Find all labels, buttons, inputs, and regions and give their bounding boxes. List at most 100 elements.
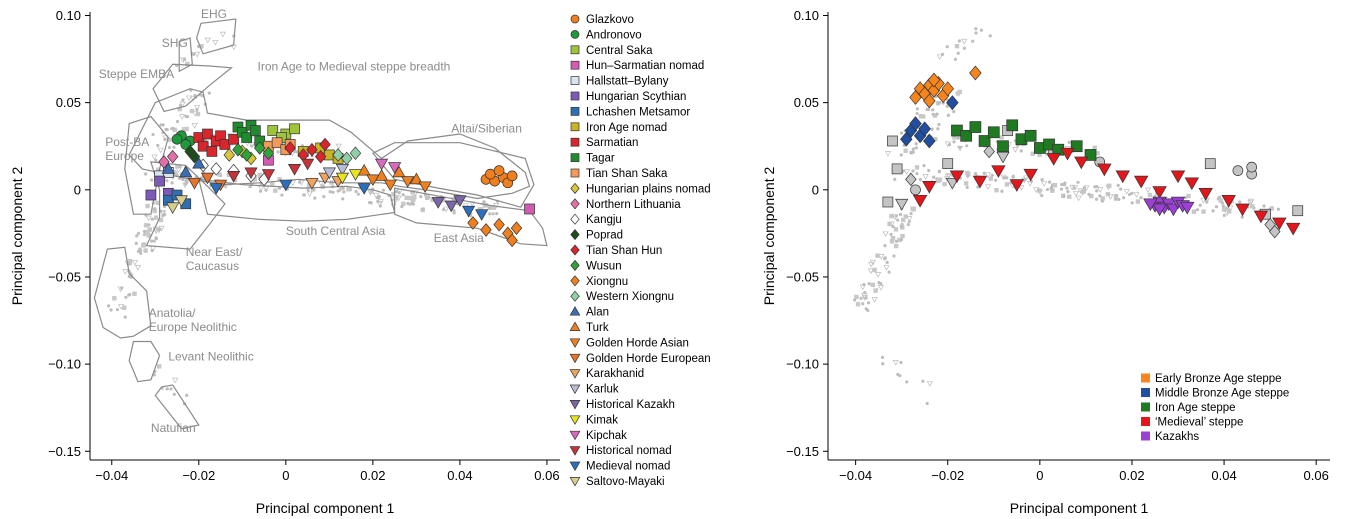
reference-sample-point bbox=[169, 387, 173, 391]
legend-marker bbox=[569, 384, 581, 395]
reference-sample-point bbox=[875, 253, 880, 258]
reference-sample-point bbox=[899, 153, 903, 157]
reference-sample-point bbox=[1011, 174, 1015, 178]
y-tick-label: −0.10 bbox=[48, 357, 81, 372]
reference-sample-point bbox=[335, 143, 342, 150]
reference-sample-point bbox=[896, 218, 900, 222]
reference-sample-point bbox=[184, 179, 188, 183]
data-point bbox=[923, 93, 936, 109]
reference-sample-point bbox=[151, 132, 155, 137]
reference-sample-point bbox=[165, 387, 169, 391]
reference-sample-point bbox=[328, 190, 332, 194]
reference-group-point bbox=[905, 172, 917, 187]
legend-marker bbox=[569, 415, 581, 425]
data-point bbox=[1184, 177, 1200, 191]
reference-group-point bbox=[910, 184, 921, 196]
data-point bbox=[401, 176, 415, 188]
reference-sample-point bbox=[1040, 178, 1044, 182]
reference-sample-point bbox=[488, 206, 492, 210]
reference-sample-point bbox=[277, 186, 282, 190]
reference-sample-point bbox=[898, 212, 903, 217]
reference-sample-point bbox=[204, 37, 211, 44]
legend-marker bbox=[569, 461, 581, 472]
reference-sample-point bbox=[177, 106, 182, 112]
region-outline bbox=[178, 37, 193, 73]
data-point bbox=[467, 216, 479, 230]
reference-sample-point bbox=[921, 379, 925, 383]
reference-sample-point bbox=[963, 181, 969, 186]
data-point bbox=[357, 183, 371, 195]
reference-sample-point bbox=[139, 251, 143, 256]
reference-sample-point bbox=[156, 364, 162, 369]
reference-sample-point bbox=[212, 39, 219, 46]
reference-sample-point bbox=[937, 101, 942, 105]
reference-sample-point bbox=[142, 233, 146, 237]
reference-group-point bbox=[895, 198, 909, 211]
reference-sample-point bbox=[1037, 152, 1042, 157]
legend-marker bbox=[570, 182, 580, 194]
reference-sample-point bbox=[341, 197, 345, 201]
reference-sample-point bbox=[927, 168, 931, 173]
reference-sample-point bbox=[988, 34, 992, 38]
y-tick-label: −0.15 bbox=[786, 444, 819, 459]
x-tick-label: 0 bbox=[282, 468, 289, 483]
reference-sample-point bbox=[483, 203, 489, 208]
legend-label: Lchashen Metsamor bbox=[586, 106, 690, 118]
reference-sample-point bbox=[1123, 189, 1130, 195]
reference-sample-point bbox=[1004, 182, 1010, 187]
data-point bbox=[493, 165, 505, 176]
reference-sample-point bbox=[937, 122, 941, 127]
reference-sample-point bbox=[892, 214, 899, 221]
reference-sample-point bbox=[280, 193, 284, 197]
reference-sample-point bbox=[940, 52, 945, 57]
reference-sample-point bbox=[979, 28, 984, 32]
reference-sample-point bbox=[1094, 197, 1099, 201]
data-point bbox=[209, 183, 223, 195]
reference-sample-point bbox=[145, 215, 152, 222]
legend-label: Hun–Sarmatian nomad bbox=[586, 60, 704, 72]
region-outline bbox=[145, 161, 226, 250]
region-label: EHG bbox=[201, 7, 227, 21]
reference-sample-point bbox=[1089, 193, 1094, 199]
reference-sample-point bbox=[1227, 205, 1234, 212]
legend-marker bbox=[570, 45, 580, 55]
reference-sample-point bbox=[338, 188, 342, 192]
reference-sample-point bbox=[889, 239, 895, 244]
data-point bbox=[174, 195, 188, 207]
data-point bbox=[1253, 210, 1269, 224]
reference-sample-point bbox=[1077, 188, 1084, 194]
reference-sample-point bbox=[112, 296, 117, 301]
reference-sample-point bbox=[893, 243, 899, 249]
reference-sample-point bbox=[988, 176, 993, 181]
reference-sample-point bbox=[859, 284, 866, 291]
reference-sample-point bbox=[158, 217, 164, 223]
reference-sample-point bbox=[257, 172, 262, 178]
reference-sample-point bbox=[412, 190, 419, 197]
reference-sample-point bbox=[985, 184, 992, 190]
reference-sample-point bbox=[953, 57, 957, 61]
legend-marker bbox=[570, 14, 580, 24]
left-panel: EHG SHG Steppe EMBA Iron Age to Medieval st… bbox=[9, 7, 711, 516]
reference-sample-point bbox=[178, 164, 182, 168]
data-point bbox=[1046, 153, 1061, 166]
reference-group-point bbox=[1232, 165, 1244, 176]
reference-sample-point bbox=[921, 114, 926, 119]
reference-sample-point bbox=[1072, 186, 1076, 190]
reference-sample-point bbox=[195, 111, 201, 117]
reference-sample-point bbox=[878, 254, 885, 260]
reference-sample-point bbox=[864, 296, 868, 300]
reference-sample-point bbox=[1276, 207, 1280, 211]
data-point bbox=[453, 195, 467, 207]
data-point bbox=[991, 165, 1006, 178]
reference-sample-point bbox=[406, 201, 410, 206]
legend-marker bbox=[570, 168, 580, 178]
reference-sample-point bbox=[400, 205, 404, 209]
reference-sample-point bbox=[293, 149, 297, 154]
legend-label: Glazkovo bbox=[586, 14, 634, 26]
reference-sample-point bbox=[915, 172, 919, 176]
reference-sample-point bbox=[1221, 207, 1227, 212]
data-point bbox=[166, 202, 180, 214]
reference-sample-point bbox=[276, 150, 280, 154]
reference-sample-point bbox=[161, 123, 165, 127]
reference-sample-point bbox=[883, 265, 890, 271]
